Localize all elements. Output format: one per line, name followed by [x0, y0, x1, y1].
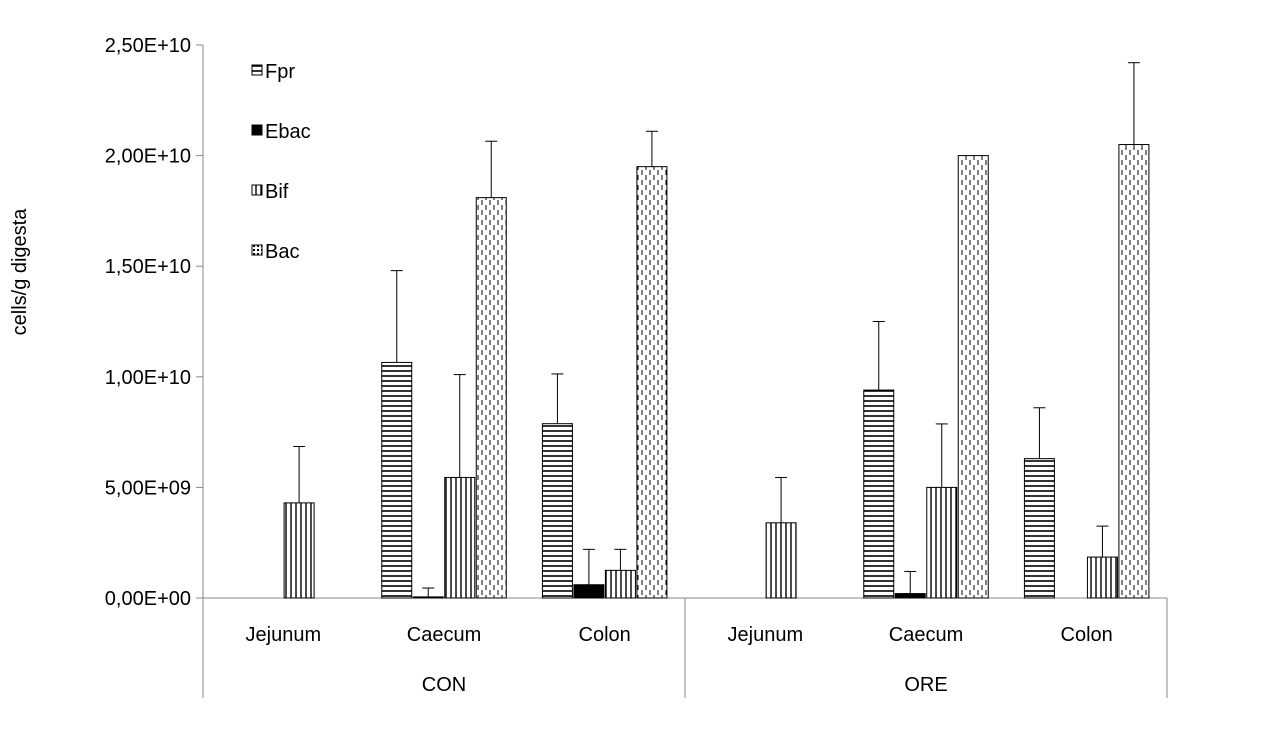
legend-label-fpr: Fpr: [265, 61, 295, 83]
bar-bif: [1086, 556, 1118, 599]
y-tick-label: 1,00E+10: [105, 367, 191, 389]
bar-fpr: [1023, 458, 1055, 599]
bar-ebac: [573, 584, 605, 599]
bar-fpr: [541, 423, 573, 599]
legend-swatch-ebac: [251, 124, 263, 136]
x-tick-label: Jejunum: [728, 624, 804, 646]
bar-bac: [475, 197, 507, 599]
legend-swatch-fpr: [251, 64, 263, 76]
legend-swatch-bif: [251, 184, 263, 196]
x-tick-label: Caecum: [407, 624, 481, 646]
bars: [283, 144, 1150, 599]
bar-bac: [957, 155, 989, 599]
legend-label-bif: Bif: [265, 181, 289, 203]
error-bars: [293, 62, 1140, 597]
x-axis: Jejunum Caecum Colon Jejunum Caecum Colon CON O…: [202, 597, 1168, 698]
bar-bac: [1118, 144, 1150, 599]
x-group-label: ORE: [904, 674, 947, 696]
bar-bif: [444, 476, 476, 599]
legend: Fpr Ebac Bif Bac: [251, 61, 311, 263]
bar-bif: [604, 569, 636, 599]
bar-fpr: [863, 389, 895, 599]
y-tick-label: 2,50E+10: [105, 35, 191, 57]
bar-ebac: [894, 593, 926, 599]
y-tick-label: 0,00E+00: [105, 588, 191, 610]
bar-bif: [283, 502, 315, 599]
y-tick-label: 1,50E+10: [105, 256, 191, 278]
bar-fpr: [381, 361, 413, 599]
x-group-label: CON: [422, 674, 466, 696]
x-tick-label: Jejunum: [246, 624, 322, 646]
y-axis: 0,00E+00 5,00E+09 1,00E+10 1,50E+10 2,00E+10…: [105, 35, 204, 610]
y-tick-label: 5,00E+09: [105, 477, 191, 499]
x-tick-label: Caecum: [889, 624, 963, 646]
legend-label-ebac: Ebac: [265, 121, 311, 143]
bar-ebac: [412, 596, 444, 599]
x-tick-label: Colon: [579, 624, 631, 646]
bar-bif: [926, 486, 958, 599]
bar-bac: [636, 166, 668, 599]
y-axis-label: cells/g digesta: [9, 208, 31, 336]
legend-swatch-bac: [251, 244, 263, 256]
bar-bif: [765, 522, 797, 599]
y-tick-label: 2,00E+10: [105, 146, 191, 168]
x-tick-label: Colon: [1061, 624, 1113, 646]
legend-label-bac: Bac: [265, 241, 299, 263]
